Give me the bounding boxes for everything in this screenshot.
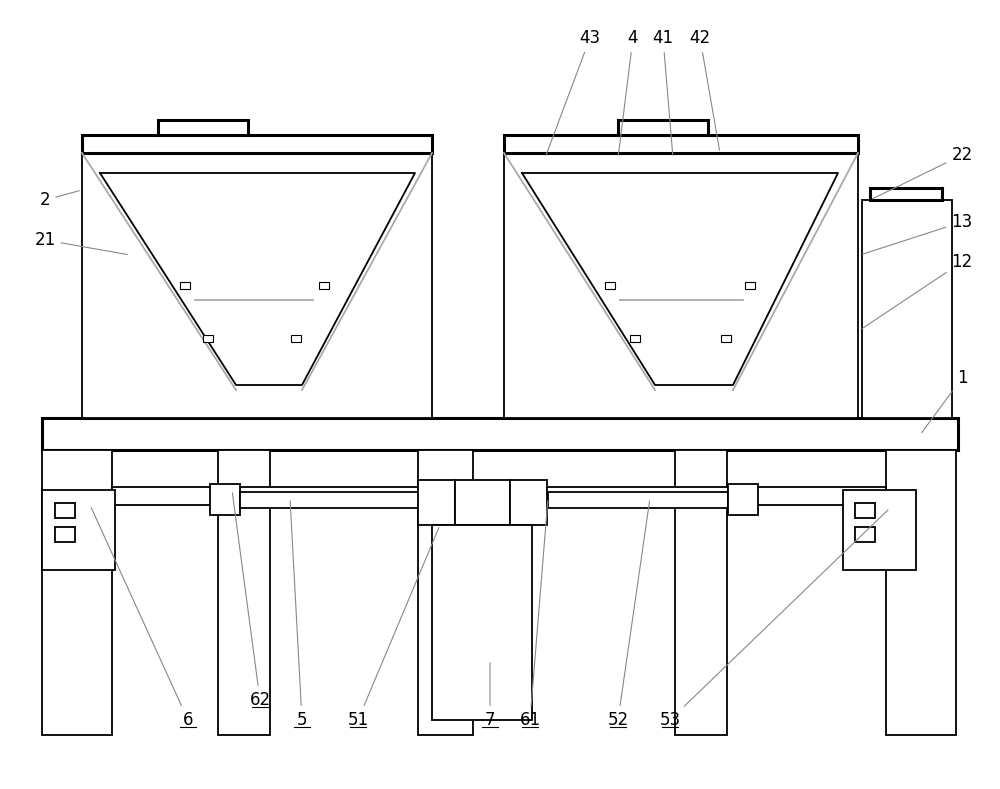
Bar: [504, 148, 858, 418]
Bar: [510, 480, 547, 525]
Text: 6: 6: [91, 507, 193, 729]
Bar: [504, 135, 858, 153]
Bar: [319, 282, 329, 289]
Bar: [42, 490, 115, 570]
Bar: [82, 135, 432, 153]
Bar: [180, 282, 190, 289]
Text: 53: 53: [659, 510, 888, 729]
Text: 7: 7: [485, 663, 495, 729]
Bar: [455, 480, 510, 525]
Bar: [728, 484, 758, 515]
Bar: [203, 335, 213, 342]
Text: 13: 13: [863, 213, 973, 254]
Bar: [886, 450, 956, 735]
Bar: [630, 335, 640, 342]
Text: 43: 43: [546, 29, 601, 155]
Bar: [862, 200, 952, 418]
Bar: [291, 335, 301, 342]
Bar: [210, 484, 240, 515]
Text: 12: 12: [862, 253, 973, 328]
Bar: [218, 450, 270, 735]
Text: 4: 4: [618, 29, 638, 155]
Bar: [112, 487, 886, 505]
Bar: [42, 418, 958, 450]
Bar: [721, 335, 731, 342]
Bar: [745, 282, 755, 289]
Text: 51: 51: [347, 528, 439, 729]
Bar: [432, 525, 532, 720]
Bar: [548, 492, 728, 508]
Bar: [418, 480, 455, 525]
Bar: [55, 527, 75, 542]
Text: 52: 52: [607, 501, 650, 729]
Text: 5: 5: [290, 501, 307, 729]
Text: 61: 61: [519, 501, 548, 729]
Text: 41: 41: [652, 29, 674, 155]
Text: 21: 21: [34, 231, 127, 255]
Bar: [855, 503, 875, 518]
Bar: [240, 492, 420, 508]
Bar: [42, 450, 112, 735]
Text: 42: 42: [689, 29, 720, 150]
Text: 1: 1: [922, 369, 967, 432]
Bar: [675, 450, 727, 735]
Bar: [605, 282, 615, 289]
Bar: [855, 527, 875, 542]
Bar: [55, 503, 75, 518]
Bar: [618, 120, 708, 135]
Text: 22: 22: [872, 146, 973, 199]
Bar: [843, 490, 916, 570]
Bar: [82, 148, 432, 418]
Text: 2: 2: [40, 191, 79, 209]
Bar: [418, 450, 473, 735]
Bar: [158, 120, 248, 135]
Bar: [870, 188, 942, 200]
Text: 62: 62: [232, 493, 271, 709]
